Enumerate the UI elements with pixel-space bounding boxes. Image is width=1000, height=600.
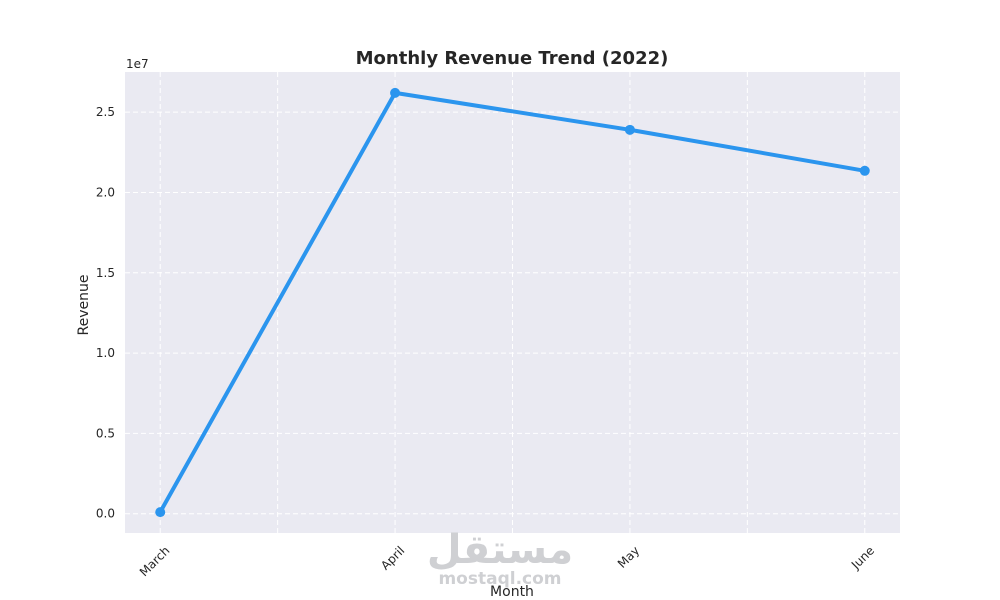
y-tick-label: 1.0 [96, 346, 115, 360]
data-point [624, 124, 635, 135]
y-tick-label: 2.0 [96, 185, 115, 199]
data-points [155, 87, 870, 518]
data-point [390, 87, 401, 98]
y-tick-labels: 0.0 0.5 1.0 1.5 2.0 2.5 [96, 105, 115, 521]
revenue-line [158, 90, 867, 515]
data-point [859, 165, 870, 176]
y-tick-label: 0.5 [96, 426, 115, 440]
y-tick-label: 1.5 [96, 266, 115, 280]
x-tick-label: April [378, 543, 407, 572]
x-axis-label: Month [490, 584, 534, 600]
x-tick-label: March [137, 543, 173, 579]
x-tick-label: May [615, 543, 642, 570]
watermark-arabic: مستقل [427, 527, 573, 573]
data-point [155, 507, 166, 518]
x-tick-label: June [848, 543, 877, 572]
plot-area [125, 72, 900, 533]
y-offset-label: 1e7 [126, 57, 149, 71]
y-tick-label: 2.5 [96, 105, 115, 119]
y-axis-label: Revenue [76, 275, 92, 336]
watermark-latin: mostaql.com [438, 569, 561, 589]
x-grid [159, 72, 866, 533]
watermark: مستقل mostaql.com [427, 527, 573, 589]
chart-title: Monthly Revenue Trend (2022) [356, 48, 669, 69]
y-tick-label: 0.0 [96, 507, 115, 521]
